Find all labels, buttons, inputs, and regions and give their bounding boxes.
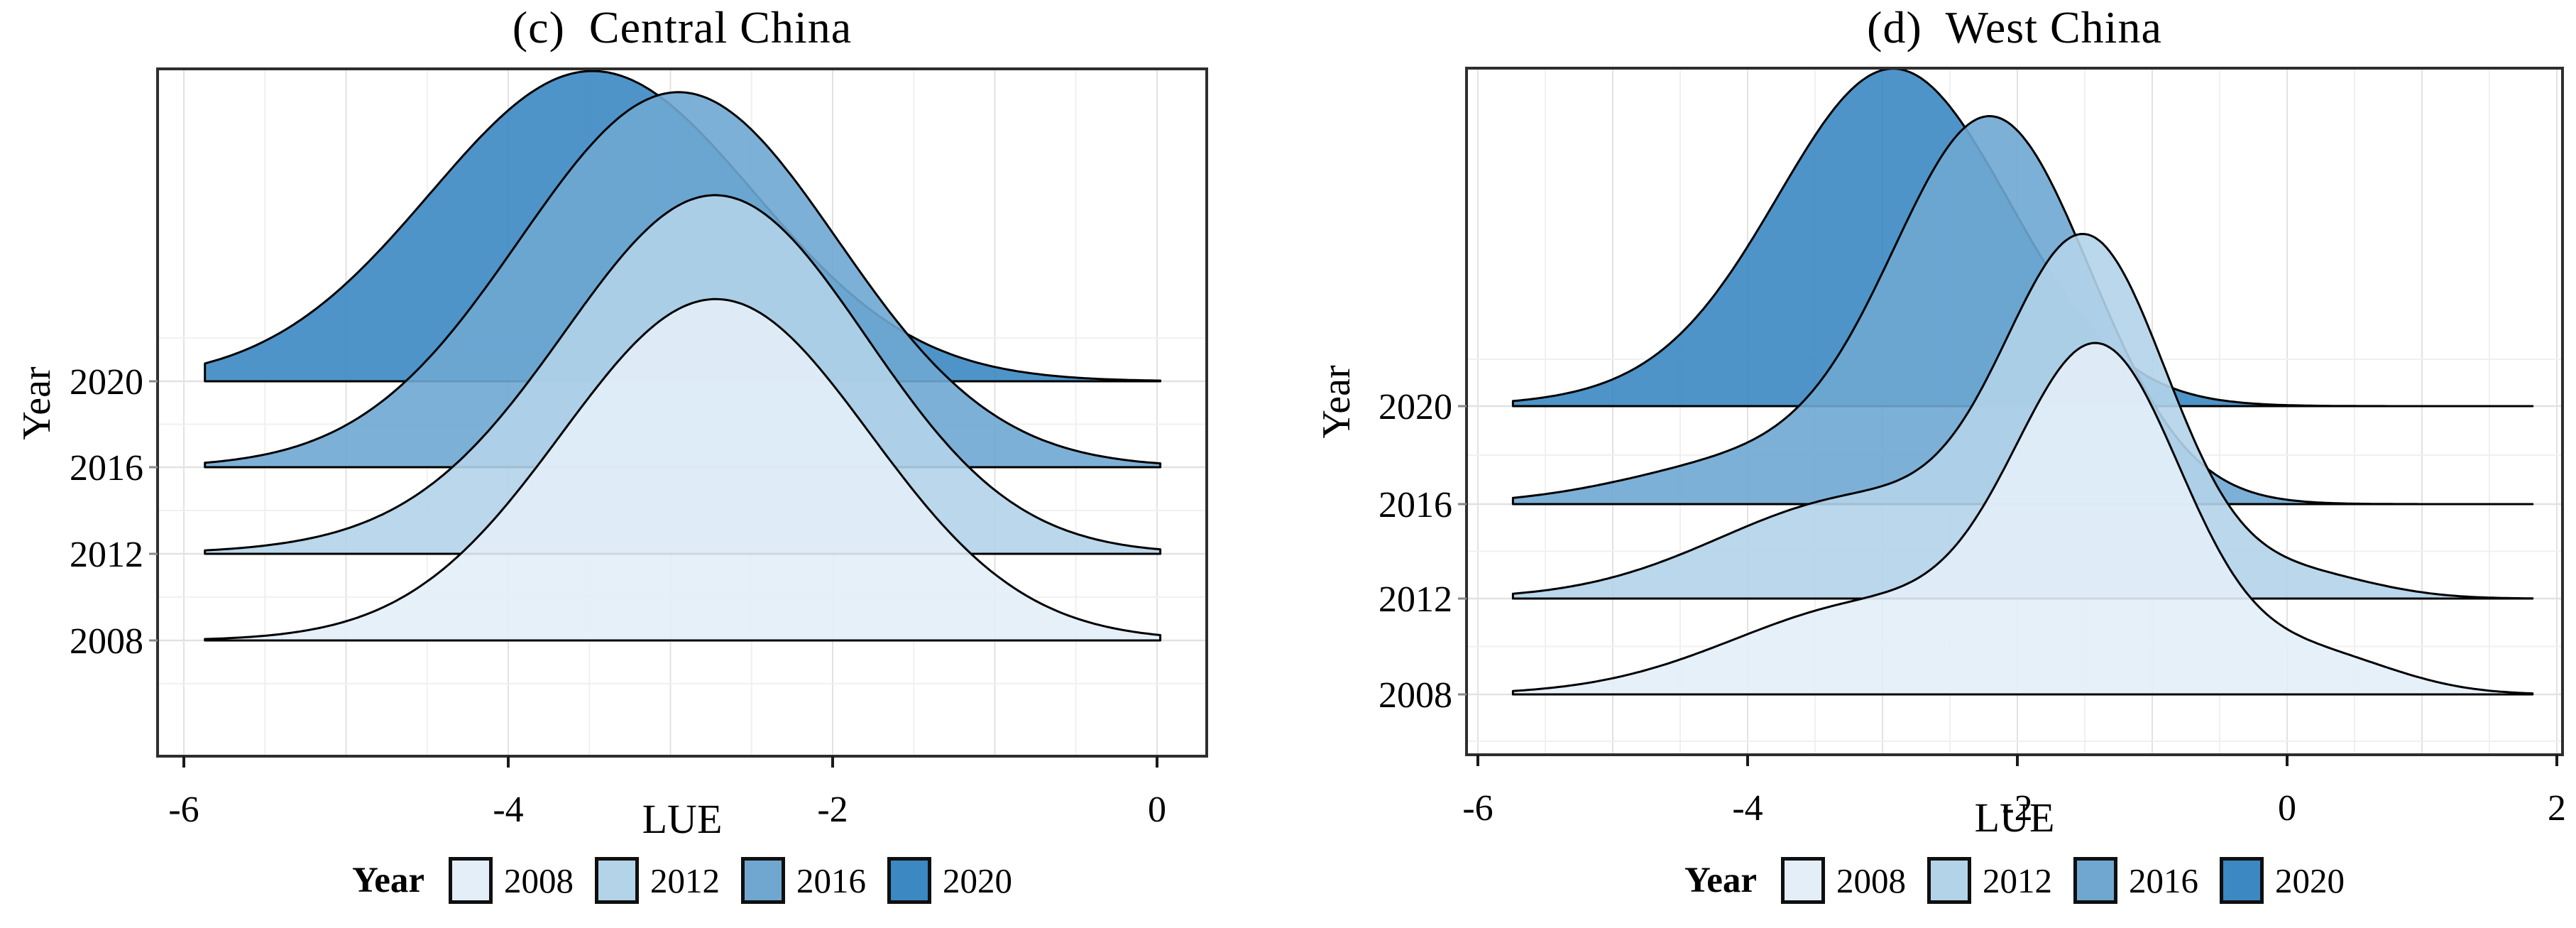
legend-label: 2020 [942,861,1012,900]
ridgeline-plot-central-china: -6 -4 -2 0 2008 2012 2016 2020 [70,67,1208,830]
legend-swatch-2012 [594,857,639,904]
svg-text:2008: 2008 [1379,675,1452,716]
panel-west-china: -6 -4 -2 0 2 2008 2012 2016 2020 (d) West China … [1288,0,2576,928]
panel-title: (c) Central China [512,2,853,53]
legend-item-2020: 2020 [2219,857,2345,904]
svg-text:2012: 2012 [70,535,143,575]
svg-text:-6: -6 [1462,788,1493,829]
legend: Year 2008 2012 2016 2020 [1467,851,2563,910]
x-axis-label: LUE [642,796,723,842]
legend-item-2008: 2008 [448,857,574,904]
svg-text:2020: 2020 [70,362,143,403]
legend-label: 2020 [2274,861,2345,900]
legend: Year 2008 2012 2016 2020 [158,851,1207,910]
svg-text:2012: 2012 [1379,579,1452,620]
legend-label: 2016 [2128,861,2198,900]
legend-swatch-2008 [1780,857,1825,904]
legend-label: 2008 [1836,861,1906,900]
svg-text:-2: -2 [817,790,848,830]
svg-text:2: 2 [2548,788,2566,829]
legend-item-2012: 2012 [594,857,720,904]
legend-item-2016: 2016 [740,857,866,904]
legend-title: Year [1684,861,1757,900]
legend-item-2008: 2008 [1780,857,1906,904]
svg-text:-4: -4 [493,790,523,830]
svg-text:2008: 2008 [70,621,143,662]
svg-text:2016: 2016 [1379,485,1452,525]
svg-text:-4: -4 [1732,788,1763,829]
svg-text:2016: 2016 [70,448,143,488]
panel-central-china: -6 -4 -2 0 2008 2012 2016 2020 (c) Central Chin… [15,2,1208,910]
svg-text:-2: -2 [2002,788,2032,829]
y-axis-label: Year [15,366,59,440]
panel-title: (d) West China [1867,2,2162,53]
legend-swatch-2016 [740,857,785,904]
svg-text:0: 0 [2278,788,2296,829]
legend-label: 2012 [650,861,720,900]
legend-item-2020: 2020 [887,857,1012,904]
ridgeline-plot-west-china: -6 -4 -2 0 2 2008 2012 2016 2020 [1379,67,2566,829]
y-axis-label: Year [1315,365,1359,439]
legend-label: 2012 [1982,861,2052,900]
legend-swatch-2020 [887,857,931,904]
legend-item-2016: 2016 [2073,857,2198,904]
x-axis-label: LUE [1974,795,2055,841]
legend-swatch-2008 [448,857,493,904]
svg-text:2020: 2020 [1379,387,1452,427]
legend-swatch-2020 [2219,857,2264,904]
svg-text:-6: -6 [168,790,199,830]
legend-item-2012: 2012 [1926,857,2052,904]
svg-text:0: 0 [1148,790,1166,830]
legend-label: 2008 [503,861,574,900]
legend-title: Year [352,861,424,900]
legend-swatch-2012 [1926,857,1971,904]
legend-swatch-2016 [2073,857,2117,904]
legend-label: 2016 [796,861,866,900]
